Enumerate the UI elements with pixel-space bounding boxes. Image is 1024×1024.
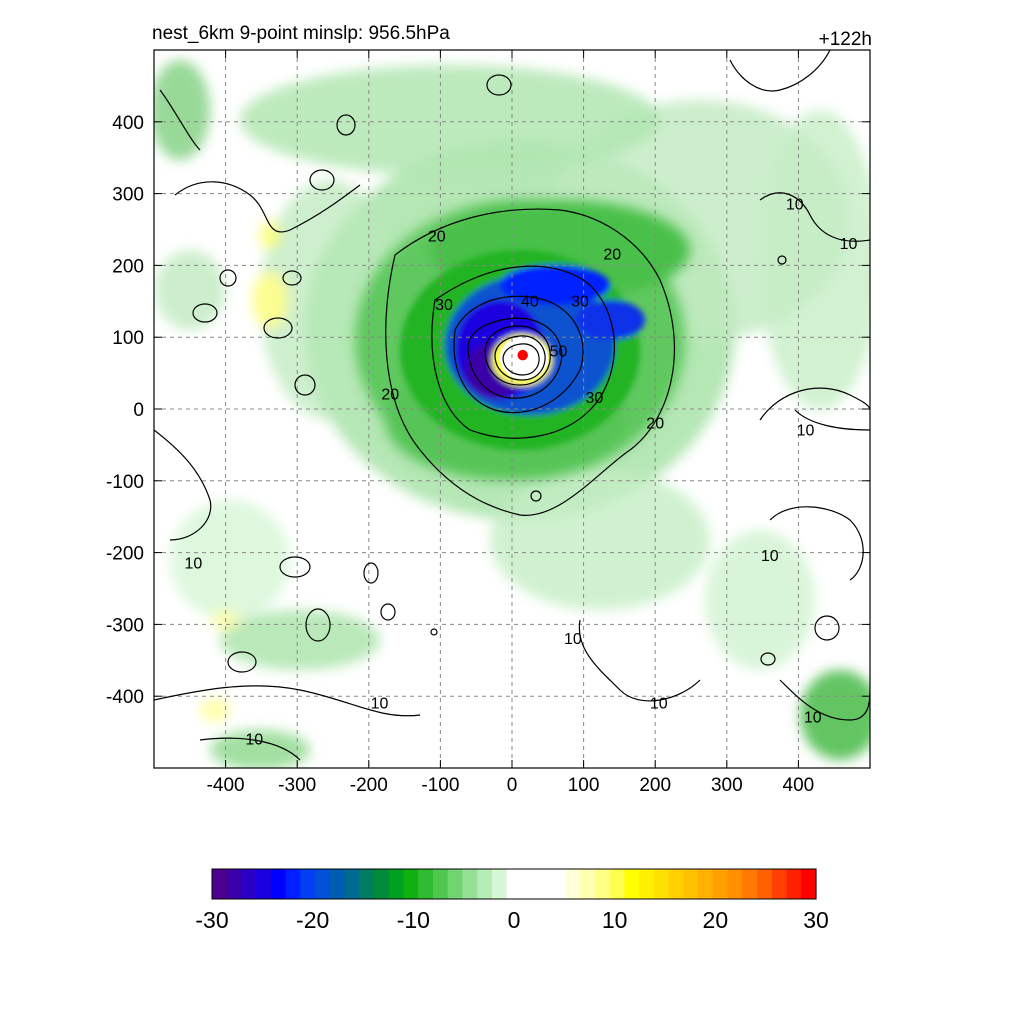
colorbar-swatch <box>418 869 434 899</box>
x-axis: -400 -300 -200 -100 0 100 200 300 400 <box>207 50 815 796</box>
colorbar-swatch <box>300 869 316 899</box>
colorbar-swatch <box>270 869 287 899</box>
storm-center-marker <box>515 348 530 362</box>
x-tick-label: -400 <box>207 775 245 796</box>
colorbar-swatch <box>712 869 729 899</box>
colorbar <box>211 868 817 900</box>
colorbar-swatch <box>477 869 493 899</box>
colorbar-swatch <box>727 869 743 899</box>
x-tick-label: -200 <box>350 775 388 796</box>
contour-label: 10 <box>184 555 202 572</box>
colorbar-tick-label: 30 <box>803 907 829 933</box>
colorbar-swatch <box>374 869 390 899</box>
y-tick-label: 400 <box>112 113 144 134</box>
colorbar-swatch <box>241 869 257 899</box>
contour-label: 30 <box>571 293 589 310</box>
colorbar-swatch <box>698 869 714 899</box>
colorbar-swatch <box>668 869 685 899</box>
y-tick-label: -300 <box>106 615 144 636</box>
y-tick-label: -400 <box>106 687 144 708</box>
contour-label: 30 <box>585 390 603 407</box>
colorbar-swatch <box>359 869 375 899</box>
x-tick-label: 0 <box>507 775 518 796</box>
colorbar-swatch <box>757 869 773 899</box>
colorbar-swatch <box>506 869 522 899</box>
colorbar-tick-label: 20 <box>703 907 729 933</box>
contour-label: 10 <box>245 731 263 748</box>
colorbar-swatch <box>315 869 331 899</box>
colorbar-swatch <box>786 869 802 899</box>
contour-label: 40 <box>521 293 539 310</box>
contour-label: 20 <box>381 387 399 404</box>
colorbar-swatch <box>624 869 640 899</box>
colorbar-swatch <box>609 869 626 899</box>
colorbar-swatch <box>432 869 449 899</box>
colorbar-swatch <box>212 869 228 899</box>
colorbar-swatch <box>742 869 758 899</box>
x-tick-label: 300 <box>711 775 743 796</box>
y-axis: 400 300 200 100 0 -100 -200 -300 -400 <box>106 113 870 708</box>
colorbar-ticks: -30 -20 -10 0 10 20 30 <box>195 907 828 933</box>
y-tick-label: -100 <box>106 472 144 493</box>
x-tick-label: -300 <box>278 775 316 796</box>
contour-lines <box>154 50 870 761</box>
colorbar-swatch <box>462 869 478 899</box>
contour-label: 10 <box>371 695 389 712</box>
shaded-field <box>154 60 870 768</box>
colorbar-swatch <box>388 869 405 899</box>
contour-label: 10 <box>564 631 582 648</box>
x-tick-label: 400 <box>783 775 815 796</box>
colorbar-tick-label: 10 <box>602 907 628 933</box>
colorbar-swatch <box>536 869 552 899</box>
contour-label: 10 <box>786 196 804 213</box>
colorbar-tick-label: -30 <box>195 907 228 933</box>
x-tick-label: -100 <box>421 775 459 796</box>
colorbar-swatch <box>580 869 596 899</box>
forecast-hour-label: +122h <box>819 29 872 50</box>
contour-label: 10 <box>797 423 815 440</box>
y-tick-label: -200 <box>106 544 144 565</box>
colorbar-tick-label: 0 <box>508 907 521 933</box>
colorbar-swatch <box>285 869 301 899</box>
colorbar-swatch <box>653 869 670 899</box>
colorbar-swatch <box>329 869 346 899</box>
contour-label: 10 <box>761 548 779 565</box>
contour-label: 30 <box>435 297 453 314</box>
contour-label: 20 <box>428 229 446 246</box>
y-tick-label: 200 <box>112 256 144 277</box>
contour-label: 20 <box>603 247 621 264</box>
colorbar-swatch <box>595 869 611 899</box>
colorbar-tick-label: -10 <box>397 907 430 933</box>
y-tick-label: 100 <box>112 328 144 349</box>
colorbar-swatch <box>226 869 243 899</box>
colorbar-swatch <box>491 869 508 899</box>
colorbar-tick-label: -20 <box>296 907 329 933</box>
colorbar-swatch <box>565 869 581 899</box>
colorbar-swatch <box>403 869 419 899</box>
colorbar-swatch <box>801 869 817 899</box>
colorbar-swatch <box>344 869 360 899</box>
contour-label: 10 <box>840 236 858 253</box>
contour-label: 10 <box>804 710 822 727</box>
colorbar-swatch <box>521 869 537 899</box>
y-tick-label: 300 <box>112 185 144 206</box>
y-tick-label: 0 <box>133 400 144 421</box>
colorbar-swatch <box>550 869 567 899</box>
contour-label: 10 <box>650 695 668 712</box>
colorbar-swatch <box>771 869 788 899</box>
colorbar-swatch <box>683 869 699 899</box>
colorbar-frame <box>211 868 817 900</box>
x-tick-label: 100 <box>568 775 600 796</box>
contour-label: 20 <box>646 415 664 432</box>
x-tick-label: 200 <box>639 775 671 796</box>
colorbar-swatch <box>256 869 272 899</box>
chart-title: nest_6km 9-point minslp: 956.5hPa <box>152 23 450 44</box>
colorbar-swatch <box>639 869 655 899</box>
colorbar-swatch <box>447 869 464 899</box>
contour-label: 50 <box>550 344 568 361</box>
contour-labels: 20 20 30 40 30 50 20 30 20 10 10 10 10 10 10 10 10 10 10 <box>184 196 857 748</box>
